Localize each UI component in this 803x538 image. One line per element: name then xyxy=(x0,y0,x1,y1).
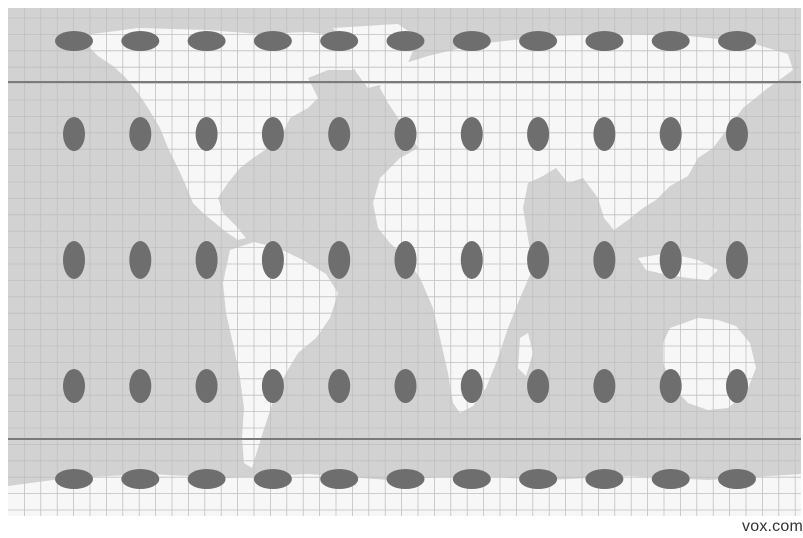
credit-text: vox.com xyxy=(742,518,803,535)
tissot-ellipse xyxy=(195,117,218,151)
island-madagascar xyxy=(518,333,533,376)
tissot-ellipse xyxy=(460,117,483,151)
tissot-ellipse xyxy=(195,369,218,403)
tissot-ellipse xyxy=(651,469,690,489)
tissot-ellipse xyxy=(187,31,226,51)
tissot-ellipse xyxy=(129,117,152,151)
tissot-ellipse xyxy=(129,241,152,279)
tissot-ellipse xyxy=(659,241,682,279)
tissot-ellipse xyxy=(328,241,351,279)
tissot-ellipse xyxy=(527,241,550,279)
tissot-ellipse xyxy=(726,117,748,151)
tissot-ellipse xyxy=(63,241,85,279)
tissot-ellipse xyxy=(129,369,152,403)
tissot-ellipse xyxy=(460,241,483,279)
tissot-ellipse xyxy=(394,369,417,403)
tissot-ellipse xyxy=(320,469,359,489)
tissot-ellipse xyxy=(320,31,359,51)
tissot-ellipse xyxy=(519,31,558,51)
tissot-ellipse xyxy=(195,241,218,279)
tissot-ellipse xyxy=(63,117,85,151)
tissot-ellipse xyxy=(121,469,160,489)
tissot-ellipse xyxy=(519,469,558,489)
tissot-ellipse xyxy=(55,31,93,51)
tissot-ellipse xyxy=(585,31,624,51)
tissot-ellipse xyxy=(328,117,351,151)
tissot-ellipse xyxy=(452,31,491,51)
tissot-ellipse xyxy=(460,369,483,403)
tissot-ellipse xyxy=(386,469,425,489)
tissot-ellipse xyxy=(386,31,425,51)
tissot-ellipse xyxy=(55,469,93,489)
tissot-ellipse xyxy=(718,31,756,51)
tissot-ellipse xyxy=(718,469,756,489)
tissot-ellipse xyxy=(593,241,616,279)
tissot-ellipse xyxy=(261,369,284,403)
tissot-ellipse xyxy=(651,31,690,51)
tissot-ellipse xyxy=(63,369,85,403)
tissot-ellipse xyxy=(527,117,550,151)
tissot-ellipse xyxy=(394,241,417,279)
tissot-ellipse xyxy=(527,369,550,403)
tissot-ellipse xyxy=(394,117,417,151)
tissot-ellipse xyxy=(726,241,748,279)
tissot-ellipse xyxy=(253,469,292,489)
tissot-ellipse xyxy=(261,117,284,151)
tissot-ellipse xyxy=(726,369,748,403)
tissot-indicatrix-grid xyxy=(55,31,756,489)
tissot-ellipse xyxy=(593,117,616,151)
map-frame xyxy=(8,8,801,516)
tissot-ellipse xyxy=(253,31,292,51)
tissot-ellipse xyxy=(593,369,616,403)
tissot-ellipse xyxy=(187,469,226,489)
tissot-ellipse xyxy=(452,469,491,489)
tissot-ellipse xyxy=(261,241,284,279)
tissot-ellipse xyxy=(659,369,682,403)
tissot-ellipse xyxy=(328,369,351,403)
tissot-ellipse xyxy=(585,469,624,489)
tissot-ellipse xyxy=(659,117,682,151)
tissot-ellipse xyxy=(121,31,160,51)
world-map xyxy=(8,8,801,516)
